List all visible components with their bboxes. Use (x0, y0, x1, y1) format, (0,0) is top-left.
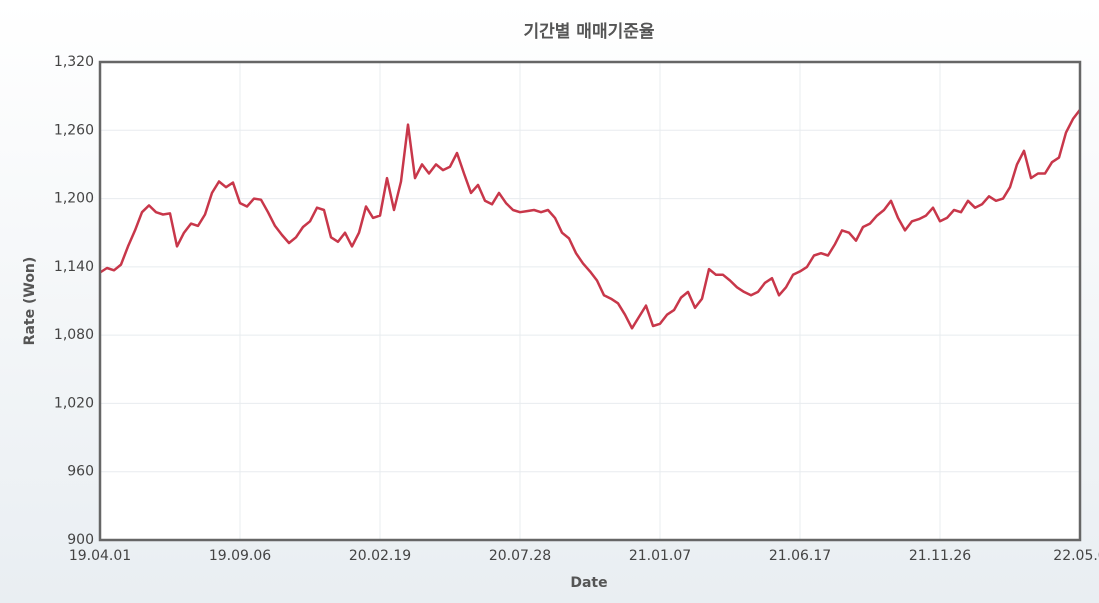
y-tick-label: 960 (67, 464, 94, 480)
y-tick-label: 1,200 (54, 191, 94, 207)
y-tick-label: 1,260 (54, 122, 94, 138)
marks (99, 109, 1081, 330)
line-series (99, 109, 1081, 330)
x-tick-label: 21.11.26 (909, 548, 971, 564)
y-tick-label: 1,080 (54, 327, 94, 343)
x-axis-title: Date (570, 575, 607, 591)
y-tick-label: 1,020 (54, 395, 94, 411)
x-tick-label: 22.05.0 (1053, 548, 1099, 564)
plot-area (100, 62, 1080, 540)
x-tick-label: 20.07.28 (489, 548, 551, 564)
x-tick-label: 21.01.07 (629, 548, 691, 564)
chart-title: 기간별 매매기준율 (523, 22, 654, 42)
plot-frame (98, 60, 1082, 542)
x-tick-label: 20.02.19 (349, 548, 411, 564)
x-tick-label: 21.06.17 (769, 548, 831, 564)
y-tick-label: 1,320 (54, 54, 94, 70)
y-tick-label: 900 (67, 532, 94, 548)
x-tick-label: 19.09.06 (209, 548, 271, 564)
y-tick-label: 1,140 (54, 259, 94, 275)
y-axis-title: Rate (Won) (22, 257, 38, 346)
grid (99, 61, 1081, 541)
x-tick-label: 19.04.01 (69, 548, 131, 564)
